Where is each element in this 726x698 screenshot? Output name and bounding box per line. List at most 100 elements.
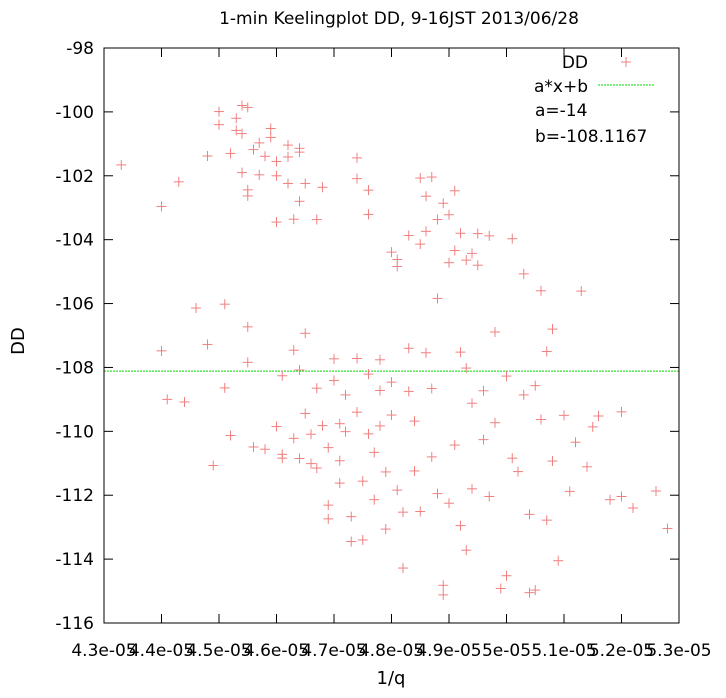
data-point (265, 132, 276, 143)
data-point (553, 555, 564, 566)
data-point (334, 418, 345, 429)
data-point (455, 347, 466, 358)
data-point (461, 363, 472, 374)
data-point (363, 209, 374, 220)
data-point (300, 178, 311, 189)
data-point (386, 247, 397, 258)
chart-title: 1-min Keelingplot DD, 9-16JST 2013/06/28 (219, 9, 579, 29)
data-point (628, 503, 638, 513)
data-point (432, 293, 443, 304)
x-tick-label: 5.2e-05 (589, 641, 654, 661)
data-point (340, 389, 351, 400)
data-point (271, 156, 282, 167)
data-point (352, 152, 362, 163)
data-point (484, 491, 495, 502)
data-point (403, 230, 414, 241)
data-point (254, 137, 265, 148)
x-tick-label: 5.1e-05 (531, 641, 596, 661)
data-point (271, 421, 282, 432)
data-point (288, 214, 299, 225)
data-point (426, 172, 437, 183)
data-point (438, 198, 449, 209)
y-tick-label: -102 (55, 167, 94, 187)
data-point (518, 389, 529, 400)
data-point (214, 106, 224, 117)
data-point (352, 407, 362, 418)
data-point (432, 214, 443, 225)
data-point (616, 406, 627, 417)
data-point (501, 371, 512, 382)
data-point (254, 169, 265, 180)
data-point (438, 580, 449, 591)
data-point (501, 570, 512, 581)
data-point (237, 128, 247, 139)
x-axis-title: 1/q (377, 668, 406, 689)
data-point (472, 260, 483, 271)
data-point (283, 151, 293, 162)
data-point (248, 144, 259, 155)
annotation-b: b=-108.1167 (535, 127, 647, 147)
data-point (242, 321, 253, 332)
data-point (248, 441, 259, 452)
data-point (449, 440, 460, 451)
data-point (173, 176, 184, 187)
y-tick-label: -110 (55, 422, 94, 442)
data-point (156, 201, 167, 212)
x-tick-label: 5e-05 (482, 641, 531, 661)
data-point (288, 345, 299, 356)
data-point (593, 411, 604, 421)
y-axis-ticks: -116 -114 -112 -110 -108 -106 -104 -102 -100 -98 (55, 39, 679, 634)
data-point (300, 328, 311, 339)
data-point (403, 343, 414, 354)
data-point (570, 437, 581, 448)
data-point (231, 125, 242, 136)
data-point (329, 353, 339, 364)
y-tick-label: -108 (55, 358, 94, 378)
data-point (426, 383, 437, 394)
data-point (415, 173, 426, 184)
data-point (346, 536, 357, 547)
data-point (587, 421, 598, 432)
data-point (317, 420, 328, 431)
annotation-a: a=-14 (535, 101, 587, 121)
data-point (225, 430, 236, 441)
data-point (219, 299, 230, 310)
data-point (432, 488, 443, 499)
x-tick-label: 4.5e-05 (186, 641, 251, 661)
data-point (513, 466, 523, 477)
data-point (311, 383, 322, 394)
data-point (530, 380, 541, 391)
data-points (116, 100, 673, 600)
data-point (294, 143, 305, 154)
data-point (518, 268, 529, 279)
data-point (478, 434, 489, 445)
data-point (392, 485, 403, 496)
data-point (334, 478, 345, 489)
data-point (449, 245, 460, 256)
data-point (524, 587, 535, 598)
data-point (334, 455, 345, 466)
data-point (202, 339, 213, 350)
y-tick-label: -116 (55, 614, 94, 634)
data-point (582, 461, 592, 472)
data-point (386, 410, 397, 421)
data-point (380, 524, 391, 535)
data-point (311, 214, 322, 225)
data-point (369, 447, 380, 458)
plot-frame (103, 47, 680, 624)
data-point (357, 476, 368, 487)
data-point (242, 102, 253, 113)
data-point (271, 170, 282, 181)
data-point (311, 463, 322, 474)
data-point (242, 357, 253, 368)
data-point (472, 228, 483, 239)
data-point (294, 365, 305, 375)
data-point (260, 151, 270, 162)
x-tick-label: 4.8e-05 (359, 641, 424, 661)
data-point (116, 159, 127, 170)
data-point (202, 150, 213, 161)
data-point (214, 119, 224, 130)
data-point (444, 209, 454, 220)
data-point (219, 382, 230, 393)
y-tick-label: -114 (55, 550, 94, 570)
